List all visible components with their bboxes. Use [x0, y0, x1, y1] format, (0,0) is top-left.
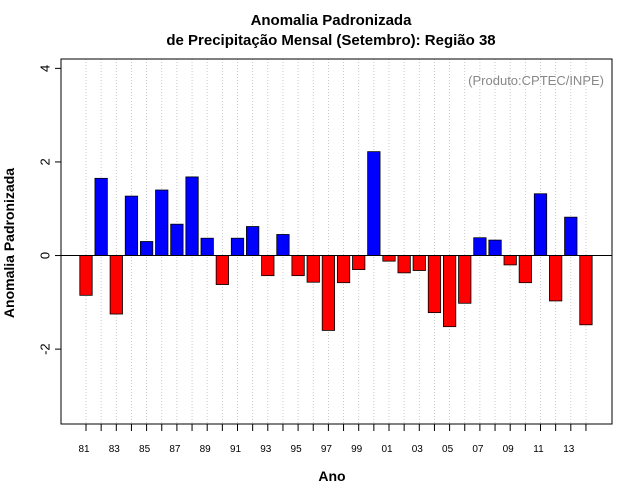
bar-93: [261, 255, 275, 277]
y-tick-label: -2: [38, 343, 53, 355]
bar-88: [185, 176, 199, 256]
bar-09: [503, 255, 517, 266]
bar-05: [442, 255, 457, 328]
x-tick-label: 91: [230, 444, 242, 455]
x-tick-label: 09: [503, 444, 515, 455]
bar-08: [488, 239, 502, 256]
y-tick-label: 4: [38, 65, 53, 72]
bar-10: [518, 255, 532, 284]
bar-99: [352, 255, 366, 270]
x-tick-label: 13: [563, 444, 575, 455]
y-tick-label: 0: [38, 252, 53, 259]
bar-91: [230, 237, 245, 256]
x-tick-label: 03: [412, 444, 424, 455]
x-tick-label: 93: [260, 444, 272, 455]
bar-83: [109, 255, 123, 315]
x-tick-label: 89: [200, 444, 212, 455]
bar-86: [155, 189, 169, 256]
bar-00: [367, 151, 381, 256]
bar-94: [276, 234, 290, 256]
bar-84: [124, 195, 139, 256]
y-tick-label: 2: [38, 158, 53, 165]
bars: [79, 151, 593, 331]
bar-98: [336, 255, 351, 284]
x-tick-label: 83: [109, 444, 121, 455]
x-axis: 81 83 85 87 89 91 93 95 97 99 01 03 05 07 09 11 13: [78, 424, 587, 455]
chart-title-line2: de Precipitação Mensal (Setembro): Regiã…: [166, 32, 495, 49]
bar-03: [412, 255, 426, 271]
bar-02: [397, 255, 411, 274]
grid-lines: [85, 59, 587, 424]
bar-90: [215, 255, 229, 285]
bar-95: [291, 255, 305, 277]
bar-01: [382, 255, 396, 262]
x-tick-label: 11: [533, 444, 544, 455]
plot-frame: [60, 58, 613, 425]
bar-81: [79, 255, 93, 296]
bar-97: [321, 255, 336, 331]
bar-14: [579, 255, 593, 326]
x-tick-label: 01: [381, 444, 393, 455]
x-tick-label: 05: [442, 444, 454, 455]
bar-12: [549, 255, 563, 302]
bar-92: [246, 226, 260, 256]
y-axis: -2 0 2 4: [38, 65, 61, 355]
bar-07: [473, 237, 487, 256]
credit-label: (Produto:CPTEC/INPE): [468, 73, 604, 88]
y-axis-label: Anomalia Padronizada: [1, 168, 17, 318]
x-axis-label: Ano: [318, 468, 345, 484]
chart-title-line1: Anomalia Padronizada: [251, 12, 413, 29]
bar-13: [564, 216, 578, 256]
bar-06: [458, 255, 472, 304]
x-tick-label: 99: [351, 444, 363, 455]
x-tick-label: 87: [169, 444, 181, 455]
bar-85: [139, 241, 154, 256]
bar-96: [306, 255, 320, 283]
bar-11: [533, 193, 548, 256]
x-tick-label: 85: [139, 444, 151, 455]
bar-89: [200, 237, 214, 256]
x-tick-label: 95: [291, 444, 303, 455]
x-tick-label: 97: [321, 444, 333, 455]
x-tick-label: 81: [78, 444, 90, 455]
bar-04: [427, 255, 442, 314]
bar-82: [94, 177, 108, 256]
x-tick-label: 07: [472, 444, 484, 455]
bar-87: [170, 223, 184, 256]
